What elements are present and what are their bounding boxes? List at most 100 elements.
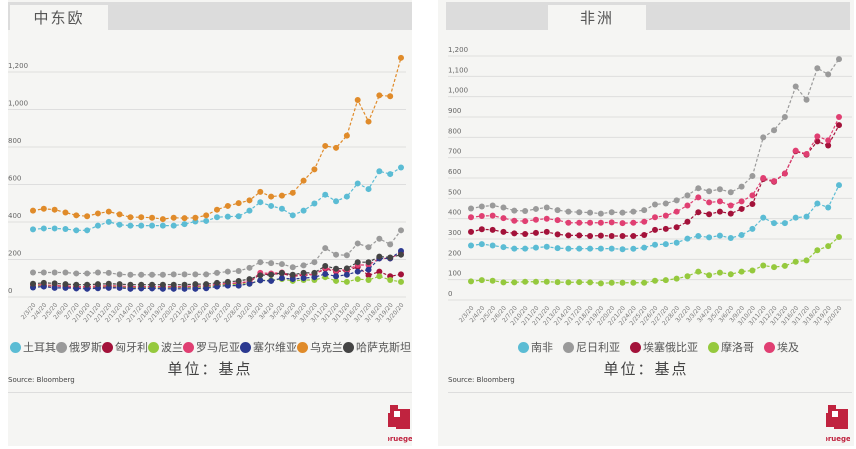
data-point	[597, 232, 604, 239]
data-point	[597, 210, 604, 217]
legend-item[interactable]: 俄罗斯	[56, 339, 102, 355]
data-point	[760, 262, 767, 269]
data-point	[706, 199, 713, 206]
data-point	[322, 262, 329, 269]
data-point	[105, 269, 112, 276]
data-point	[565, 245, 572, 252]
legend-item[interactable]: 匈牙利	[102, 339, 148, 355]
y-tick-label: 600	[8, 175, 21, 183]
source-note: Source: Bloomberg	[448, 376, 515, 384]
data-point	[825, 204, 832, 211]
unit-label: 单位：基点	[603, 360, 689, 378]
data-point	[62, 209, 69, 216]
data-point	[597, 219, 604, 226]
data-point	[608, 245, 615, 252]
legend-dot-icon	[56, 341, 67, 353]
data-point	[289, 264, 296, 271]
data-point	[322, 271, 329, 277]
data-point	[257, 272, 264, 279]
data-point	[214, 279, 220, 286]
legend-item[interactable]: 哈萨克斯坦	[343, 339, 411, 355]
data-point	[224, 202, 231, 209]
data-point	[511, 217, 518, 224]
data-point	[576, 232, 583, 239]
data-point	[192, 214, 199, 221]
data-point	[343, 271, 350, 278]
legend-label: 罗马尼亚	[196, 341, 240, 354]
data-point	[322, 245, 329, 252]
data-point	[781, 170, 788, 177]
data-point	[365, 244, 372, 251]
data-point	[365, 186, 372, 193]
data-point	[170, 271, 177, 278]
data-point	[662, 212, 669, 219]
y-tick-label: 700	[448, 148, 461, 156]
data-point	[597, 245, 604, 252]
data-point	[278, 192, 285, 199]
data-point	[343, 132, 350, 139]
data-point	[398, 278, 404, 285]
data-point	[468, 205, 474, 212]
data-point	[608, 232, 615, 239]
y-tick-label: 1,000	[448, 87, 468, 95]
legend-item[interactable]: 埃及	[764, 339, 799, 355]
data-point	[511, 279, 518, 286]
data-point	[749, 201, 756, 208]
data-point	[62, 281, 69, 288]
data-point	[565, 232, 572, 239]
data-point	[149, 214, 156, 221]
tab-africa[interactable]: 非洲	[548, 5, 646, 30]
tab-cee[interactable]: 中东欧	[10, 5, 108, 30]
legend-item[interactable]: 塞尔维亚	[240, 339, 297, 355]
data-point	[300, 269, 307, 276]
data-point	[468, 228, 474, 235]
data-point	[543, 243, 550, 250]
series-line	[32, 250, 402, 290]
data-point	[500, 279, 507, 286]
legend-item[interactable]: 乌克兰	[297, 339, 343, 355]
data-point	[792, 214, 799, 221]
legend-item[interactable]: 土耳其	[10, 339, 56, 355]
data-point	[684, 218, 691, 225]
data-point	[203, 217, 210, 224]
data-point	[354, 276, 361, 283]
legend-item[interactable]: 波兰	[148, 339, 183, 355]
data-point	[554, 217, 561, 224]
data-point	[803, 257, 810, 264]
data-point	[170, 214, 177, 221]
legend-item[interactable]: 南非	[518, 339, 553, 355]
data-point	[30, 280, 36, 287]
data-point	[398, 271, 404, 278]
data-point	[792, 83, 799, 90]
data-point	[554, 245, 561, 252]
legend-item[interactable]: 罗马尼亚	[183, 339, 240, 355]
data-point	[673, 197, 680, 204]
data-point	[170, 281, 177, 288]
data-point	[365, 118, 372, 125]
legend-item[interactable]: 摩洛哥	[708, 339, 754, 355]
data-point	[268, 260, 275, 267]
data-point	[673, 208, 680, 215]
data-point	[619, 232, 626, 239]
y-tick-label: 100	[448, 270, 461, 278]
data-point	[73, 212, 80, 219]
data-point	[387, 277, 394, 283]
data-point	[684, 235, 691, 242]
data-point	[278, 261, 285, 268]
data-point	[565, 219, 572, 226]
data-point	[576, 279, 583, 286]
data-point	[127, 214, 134, 221]
legend-item[interactable]: 埃塞俄比亚	[630, 339, 698, 355]
legend: 土耳其 俄罗斯 匈牙利 波兰 罗马尼亚 塞尔维亚 乌克兰 哈萨克斯坦	[8, 339, 412, 355]
data-point	[630, 279, 637, 286]
data-point	[749, 192, 756, 199]
legend-label: 哈萨克斯坦	[356, 341, 411, 354]
legend-item[interactable]: 尼日利亚	[563, 339, 620, 355]
data-point	[278, 275, 285, 282]
data-point	[333, 251, 340, 258]
tab-bar: 中东欧	[8, 2, 412, 30]
legend-label: 俄罗斯	[69, 341, 102, 354]
data-point	[630, 232, 637, 239]
data-point	[652, 241, 658, 248]
data-point	[749, 267, 756, 274]
